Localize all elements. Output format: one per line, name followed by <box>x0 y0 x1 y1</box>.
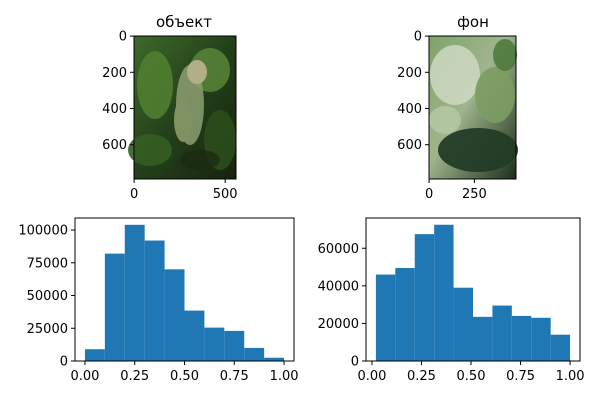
object-histogram-x-tick-label: 0.75 <box>220 369 249 384</box>
background-histogram-y-tick-label: 60000 <box>318 242 359 257</box>
object-image-y-tick-label: 400 <box>102 102 127 117</box>
background-image-y-tick-label: 200 <box>397 66 422 81</box>
object-histogram-x-tick-label: 0.00 <box>70 369 99 384</box>
object-image-y-tick-label: 200 <box>102 66 127 81</box>
background-image-x-tick-label: 250 <box>462 187 487 202</box>
object-histogram-bar <box>164 269 185 361</box>
background-histogram-bar <box>375 274 396 361</box>
background-histogram-y-tick-label: 40000 <box>318 279 359 294</box>
background-histogram-x-tick-label: 0.50 <box>457 369 486 384</box>
object-histogram-bar <box>244 347 265 361</box>
background-image-y-tick-label: 0 <box>414 30 422 45</box>
background-histogram-x-tick-label: 0.00 <box>357 369 386 384</box>
background-histogram-y-tick-label: 0 <box>351 355 359 370</box>
background-histogram-bars <box>375 224 571 361</box>
object-histogram-bar <box>264 357 285 361</box>
background-histogram-bar <box>550 334 571 361</box>
background-histogram-y-tick-label: 20000 <box>318 317 359 332</box>
background-histogram-bar <box>492 305 512 361</box>
background-histogram-bar <box>453 287 473 361</box>
background-histogram-bar <box>414 234 435 361</box>
object-image-x-tick-label: 500 <box>213 187 238 202</box>
object-histogram-subplot: 0.00 0.25 0.50 0.75 1.00 0 25000 50000 75000 1000… <box>18 217 299 384</box>
object-image-frame <box>133 35 237 180</box>
background-histogram-x-tick-label: 0.75 <box>506 369 535 384</box>
object-histogram-y-tick-label: 0 <box>60 355 68 370</box>
object-histogram-x-tick-label: 1.00 <box>270 369 299 384</box>
background-histogram-bar <box>511 315 532 361</box>
object-histogram-x-tick-label: 0.25 <box>120 369 149 384</box>
background-histogram-bar <box>473 316 493 361</box>
background-image-y-tick-label: 400 <box>397 102 422 117</box>
object-histogram-bar <box>204 327 225 361</box>
object-histogram-bars <box>84 224 285 361</box>
background-histogram-frame <box>365 217 581 362</box>
object-histogram-y-tick-label: 25000 <box>27 322 68 337</box>
object-histogram-x-tick-label: 0.50 <box>170 369 199 384</box>
background-image-x-tick-label: 0 <box>425 187 433 202</box>
object-histogram-bar <box>224 330 245 361</box>
background-image-title: фон <box>457 13 489 31</box>
object-histogram-y-tick-label: 75000 <box>27 256 68 271</box>
background-image-subplot: фон 0 250 0 200 400 600 <box>397 13 518 202</box>
background-histogram-x-tick-label: 0.25 <box>407 369 436 384</box>
object-histogram-bar <box>104 253 125 361</box>
background-histogram-subplot: 0.00 0.25 0.50 0.75 1.00 0 20000 40000 60000 <box>318 217 585 384</box>
background-histogram-x-tick-label: 1.00 <box>556 369 585 384</box>
object-image-x-tick-label: 0 <box>130 187 138 202</box>
object-histogram-bar <box>184 310 205 361</box>
background-histogram-bar <box>395 267 415 361</box>
object-image-subplot: объект 0 500 0 200 400 600 <box>102 13 237 202</box>
object-histogram-bar <box>84 349 105 361</box>
object-histogram-bar <box>144 240 165 361</box>
object-image-y-tick-label: 0 <box>119 30 127 45</box>
object-histogram-y-tick-label: 100000 <box>18 224 68 239</box>
object-image-title: объект <box>156 13 212 31</box>
background-histogram-bar <box>531 317 551 361</box>
background-image-frame <box>428 35 517 180</box>
object-image <box>128 36 236 179</box>
object-histogram-bar <box>124 224 145 361</box>
background-image <box>429 36 518 179</box>
background-histogram-bar <box>434 224 454 361</box>
object-histogram-y-tick-label: 50000 <box>27 289 68 304</box>
background-image-y-tick-label: 600 <box>397 138 422 153</box>
object-image-y-tick-label: 600 <box>102 138 127 153</box>
